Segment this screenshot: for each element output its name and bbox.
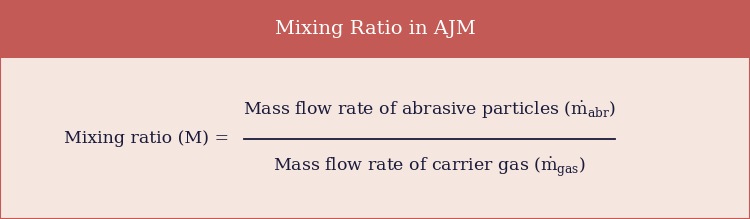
- Text: Mass flow rate of abrasive particles ($\mathdefault{\dot{m}}$$_{\mathdefault{abr: Mass flow rate of abrasive particles ($\…: [243, 99, 616, 121]
- Text: Mixing ratio (M) =: Mixing ratio (M) =: [64, 130, 229, 147]
- Bar: [0, 0, 750, 58]
- Text: Mass flow rate of carrier gas ($\mathdefault{\dot{m}}$$_{\mathdefault{gas}}$): Mass flow rate of carrier gas ($\mathdef…: [273, 155, 586, 179]
- Text: Mixing Ratio in AJM: Mixing Ratio in AJM: [274, 20, 476, 38]
